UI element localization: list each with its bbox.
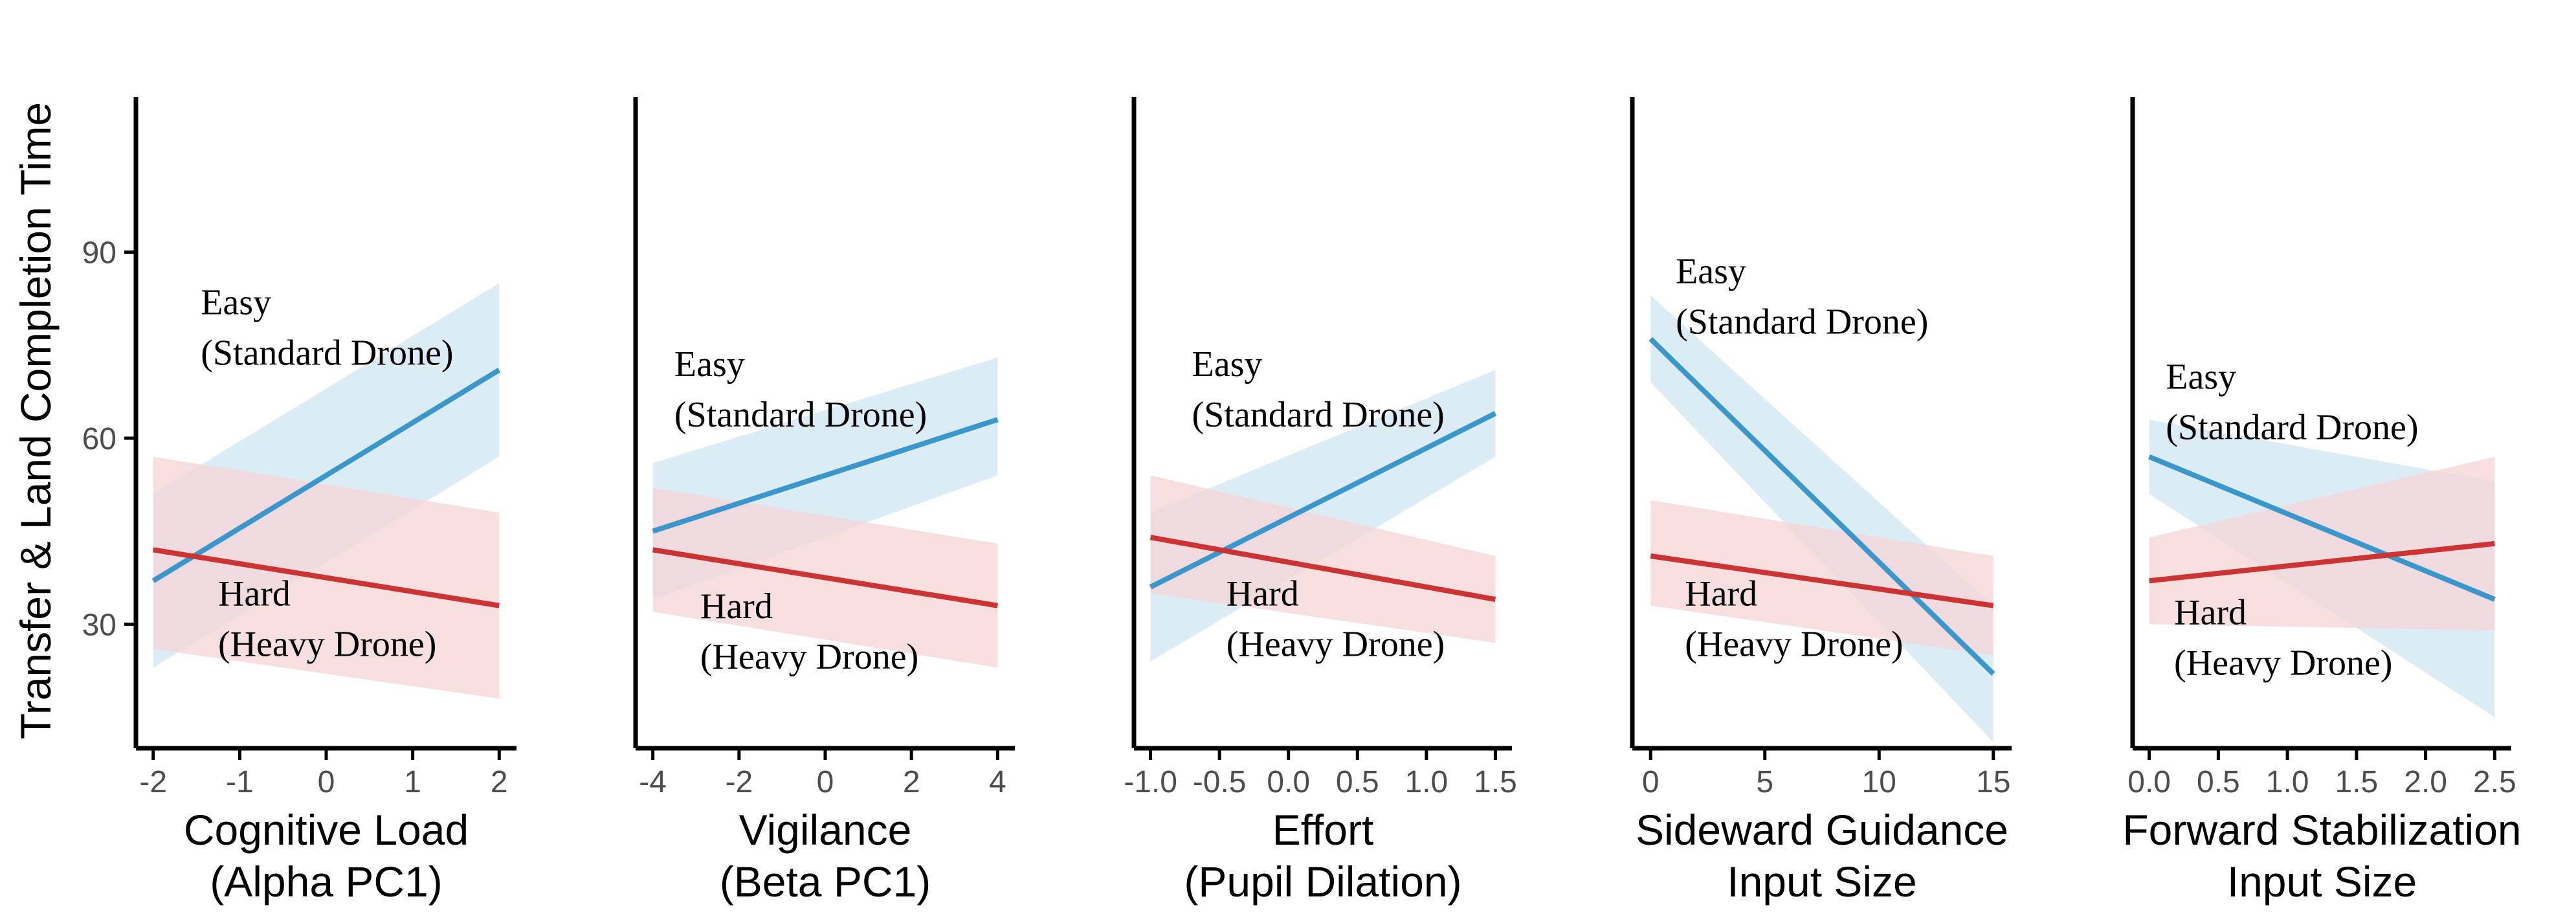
x-tick-label: 0.0 <box>2127 765 2171 799</box>
x-tick-label: -1 <box>226 765 254 799</box>
annotation-easy: (Standard Drone) <box>674 395 927 435</box>
annotation-hard: (Heavy Drone) <box>700 637 918 677</box>
annotation-easy: Easy <box>2166 357 2236 397</box>
annotation-hard: (Heavy Drone) <box>2174 643 2392 683</box>
x-tick-label: 2.5 <box>2473 765 2516 799</box>
annotation-hard: Hard <box>2174 592 2247 632</box>
y-tick-label: 90 <box>82 236 117 271</box>
annotation-hard: (Heavy Drone) <box>218 625 436 665</box>
x-tick-label: 2 <box>491 765 508 799</box>
x-axis-title: Sideward Guidance <box>1636 806 2008 854</box>
x-tick-label: 2 <box>903 765 920 799</box>
series-line-hard <box>2149 540 2495 584</box>
x-tick-label: 10 <box>1862 765 1896 799</box>
x-tick-label: 2.0 <box>2404 765 2447 799</box>
x-axis-title: Effort <box>1272 806 1374 854</box>
panel-2: -4 -2 0 2 4 Vigilance(Beta PC1) Easy (Standard … <box>633 97 1015 906</box>
annotation-easy: Easy <box>1676 251 1746 291</box>
series-line-hard <box>652 547 998 608</box>
x-tick-label: 0.5 <box>1336 765 1379 799</box>
annotation-hard: Hard <box>1227 574 1299 614</box>
x-axis-title: Vigilance <box>739 806 912 854</box>
series-line-easy <box>2148 454 2496 602</box>
annotation-easy: (Standard Drone) <box>1676 302 1928 342</box>
x-tick-label: -2 <box>725 765 753 799</box>
series-line-easy <box>151 368 501 583</box>
annotation-hard: Hard <box>1685 574 1757 614</box>
x-axis-title: Input Size <box>2227 858 2417 906</box>
panel-3: -1.0 -0.5 0.0 0.5 1.0 1.5 Effort(Pupil Dilatio… <box>1124 97 1517 906</box>
series-line-hard <box>153 547 500 608</box>
x-tick-label: 15 <box>1976 765 2010 799</box>
x-tick-label: 0 <box>318 765 335 799</box>
x-tick-label: 4 <box>989 765 1006 799</box>
x-tick-label: 0.0 <box>1267 765 1310 799</box>
x-tick-label: -1.0 <box>1124 765 1177 799</box>
annotation-hard: Hard <box>700 586 773 627</box>
series-line-easy <box>1649 337 1995 676</box>
x-tick-label: -2 <box>139 765 167 799</box>
x-tick-label: 1 <box>404 765 421 799</box>
x-tick-label: 0.5 <box>2197 765 2240 799</box>
x-axis-title: (Beta PC1) <box>720 858 931 906</box>
x-tick-label: -4 <box>639 765 667 799</box>
x-tick-label: 5 <box>1756 765 1773 799</box>
x-tick-label: -0.5 <box>1193 765 1247 799</box>
x-tick-label: 1.0 <box>2266 765 2309 799</box>
annotation-hard: (Heavy Drone) <box>1227 625 1445 665</box>
annotation-easy: (Standard Drone) <box>1192 395 1445 435</box>
y-axis-title: Transfer & Land Completion Time <box>12 102 60 739</box>
series-line-hard <box>1650 553 1994 608</box>
y-tick-label: 60 <box>82 422 117 456</box>
confidence-band-hard <box>2149 456 2495 630</box>
annotation-hard: Hard <box>218 574 291 614</box>
x-tick-label: 0 <box>1642 765 1660 799</box>
x-axis-title: Forward Stabilization <box>2122 806 2521 854</box>
x-tick-label: 1.5 <box>2335 765 2379 799</box>
series-line-easy <box>1149 411 1497 590</box>
x-axis-title: (Pupil Dilation) <box>1184 858 1461 906</box>
panel-1: -2 -1 0 1 2 30 60 90 Cognitive Load(Alpha PC1) Ea… <box>82 97 516 906</box>
annotation-hard: (Heavy Drone) <box>1685 625 1903 665</box>
confidence-band-hard <box>1150 475 1496 643</box>
annotation-easy: (Standard Drone) <box>201 333 453 373</box>
series-line-hard <box>1149 535 1496 602</box>
x-axis-title: Input Size <box>1727 858 1917 906</box>
annotation-easy: Easy <box>674 344 745 384</box>
confidence-band-hard <box>1650 500 1993 656</box>
annotation-easy: (Standard Drone) <box>2166 407 2418 447</box>
panel-5: 0.0 0.5 1.0 1.5 2.0 2.5 Forward StabilizationI… <box>2122 97 2522 906</box>
x-axis-title: Cognitive Load <box>184 806 469 854</box>
x-tick-label: 0 <box>817 765 834 799</box>
y-tick-label: 30 <box>82 608 117 642</box>
annotation-easy: Easy <box>1192 344 1263 384</box>
x-tick-label: 1.5 <box>1474 765 1517 799</box>
x-tick-label: 1.0 <box>1405 765 1448 799</box>
series-line-easy <box>652 417 999 534</box>
annotation-easy: Easy <box>201 282 271 322</box>
x-axis-title: (Alpha PC1) <box>210 858 443 906</box>
